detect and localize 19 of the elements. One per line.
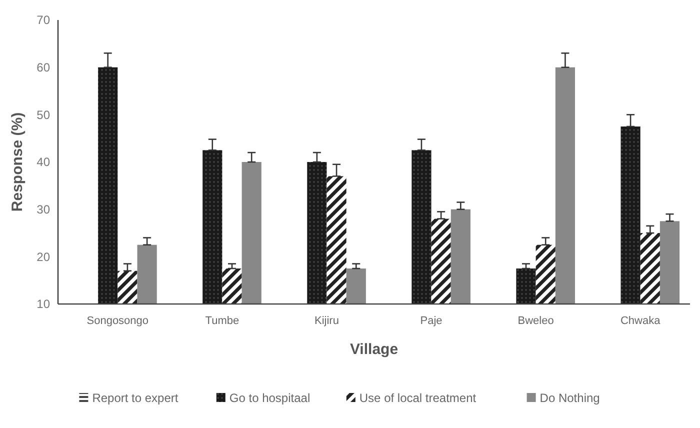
x-axis-title: Village bbox=[350, 341, 398, 358]
x-tick-label: Tumbe bbox=[205, 315, 240, 327]
y-axis-title: Response (%) bbox=[9, 112, 26, 212]
y-tick-label: 70 bbox=[36, 13, 50, 28]
legend-label: Go to hospitaal bbox=[229, 391, 310, 406]
y-tick-label: 30 bbox=[36, 202, 50, 217]
x-tick-label: Songosongo bbox=[86, 315, 149, 327]
y-tick-label: 60 bbox=[36, 60, 50, 75]
x-tick-label: Bweleo bbox=[518, 315, 554, 327]
legend-label: Report to expert bbox=[92, 391, 179, 406]
x-tick-label: Paje bbox=[420, 315, 442, 327]
y-tick-label: 50 bbox=[36, 108, 50, 122]
y-tick-label: 10 bbox=[36, 297, 50, 312]
legend-label: Do Nothing bbox=[540, 391, 600, 406]
x-tick-label: Kijiru bbox=[314, 315, 339, 327]
y-tick-label: 20 bbox=[36, 250, 50, 264]
x-tick-label: Chwaka bbox=[620, 315, 662, 327]
legend-label: Use of local treatment bbox=[359, 391, 477, 406]
y-tick-label: 40 bbox=[36, 155, 50, 170]
